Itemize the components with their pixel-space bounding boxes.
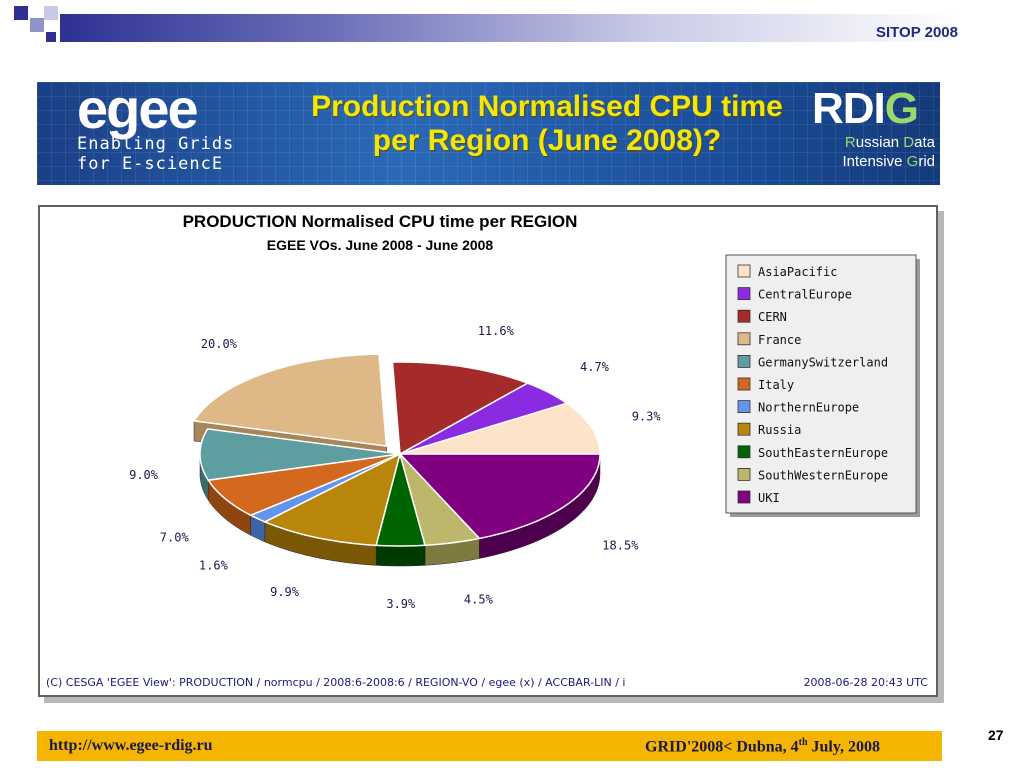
data-label-France: 20.0% (201, 337, 238, 351)
data-label-NorthernEurope: 1.6% (199, 558, 229, 572)
rdig-tagline-2: Intensive Grid (842, 153, 935, 170)
chart-frame: PRODUCTION Normalised CPU time per REGIO… (38, 205, 938, 697)
rdig-tagline-1: Russian Data (844, 134, 935, 151)
slide-tag: SITOP 2008 (875, 24, 958, 41)
legend-label-SouthWesternEurope: SouthWesternEurope (758, 468, 888, 482)
legend-swatch-France (737, 332, 751, 346)
legend-label-GermanySwitzerland: GermanySwitzerland (758, 355, 888, 369)
legend-swatch-GermanySwitzerland (737, 354, 751, 368)
chart-title: PRODUCTION Normalised CPU time per REGIO… (183, 212, 578, 231)
rdig-logo-g: G (884, 84, 919, 133)
decor-square (46, 32, 56, 42)
chart-footer-timestamp: 2008-06-28 20:43 UTC (803, 676, 928, 689)
pie-slice-SouthEasternEurope (375, 451, 427, 547)
chart-footer-source: (C) CESGA 'EGEE View': PRODUCTION / norm… (46, 676, 626, 689)
page-number: 27 (988, 727, 1004, 743)
pie-slice-Russia (263, 452, 402, 547)
data-label-CentralEurope: 4.7% (580, 360, 610, 374)
legend-label-AsiaPacific: AsiaPacific (758, 265, 837, 279)
legend-swatch-UKI (737, 490, 751, 504)
legend-label-Russia: Russia (758, 423, 801, 437)
legend-box (725, 254, 917, 514)
rdig-logo: RDIG (812, 84, 919, 134)
decor-square (14, 6, 28, 20)
data-label-SouthWesternEurope: 4.5% (464, 592, 494, 606)
legend-swatch-Italy (737, 377, 751, 391)
legend-label-CERN: CERN (758, 310, 787, 324)
pie-slice-France (192, 353, 388, 447)
pie-slice-CentralEurope (399, 382, 569, 455)
pie-slice-AsiaPacific (399, 402, 601, 455)
rdig-logo-text: RDI (812, 84, 886, 133)
pie-side-SouthEasternEurope (375, 545, 426, 567)
legend-swatch-NorthernEurope (737, 400, 751, 414)
egee-tagline-1: Enabling Grids (77, 134, 235, 154)
data-label-SouthEasternEurope: 3.9% (386, 597, 416, 611)
legend-swatch-SouthEasternEurope (737, 445, 751, 459)
footer-bar: http://www.egee-rdig.ru GRID'2008< Dubna… (37, 731, 942, 761)
legend-label-SouthEasternEurope: SouthEasternEurope (758, 446, 888, 460)
top-gradient-bar (60, 14, 960, 42)
legend-swatch-AsiaPacific (737, 264, 751, 278)
pie-slice-CERN (391, 361, 530, 456)
data-label-UKI: 18.5% (602, 538, 639, 552)
pie-slice-GermanySwitzerland (199, 428, 401, 482)
data-label-GermanySwitzerland: 9.0% (129, 468, 159, 482)
pie-chart: PRODUCTION Normalised CPU time per REGIO… (129, 212, 920, 611)
decor-square (44, 6, 58, 20)
pie-slice-SouthWesternEurope (399, 453, 481, 547)
egee-rdig-banner: egee Enabling Grids for E-sciencE Produc… (37, 82, 940, 185)
legend-label-France: France (758, 333, 801, 347)
data-label-Russia: 9.9% (270, 585, 300, 599)
pie-slice-UKI (398, 453, 601, 540)
legend-label-NorthernEurope: NorthernEurope (758, 401, 859, 415)
chart-subtitle: EGEE VOs. June 2008 - June 2008 (267, 237, 494, 253)
banner-title-line1: Production Normalised CPU time (311, 90, 783, 123)
banner-grid-pattern (37, 82, 940, 185)
legend-swatch-CentralEurope (737, 287, 751, 300)
egee-tagline-2: for E-sciencE (77, 154, 224, 174)
banner-title-line2: per Region (June 2008)? (372, 124, 722, 157)
legend-label-CentralEurope: CentralEurope (758, 288, 852, 302)
legend-swatch-SouthWesternEurope (737, 467, 751, 481)
legend-swatch-Russia (737, 422, 751, 436)
egee-logo: egee (77, 82, 199, 140)
pie-slice-Italy (207, 453, 401, 517)
footer-event: GRID'2008< Dubna, 4th July, 2008 (645, 737, 880, 756)
decor-square (30, 18, 44, 32)
data-label-Italy: 7.0% (160, 530, 190, 544)
footer-url[interactable]: http://www.egee-rdig.ru (49, 737, 213, 754)
pie-slice-NorthernEurope (248, 453, 401, 523)
data-label-CERN: 11.6% (478, 324, 515, 338)
legend-label-Italy: Italy (758, 378, 794, 392)
legend-swatch-CERN (737, 309, 751, 323)
data-label-AsiaPacific: 9.3% (632, 410, 662, 424)
legend-label-UKI: UKI (758, 491, 780, 505)
